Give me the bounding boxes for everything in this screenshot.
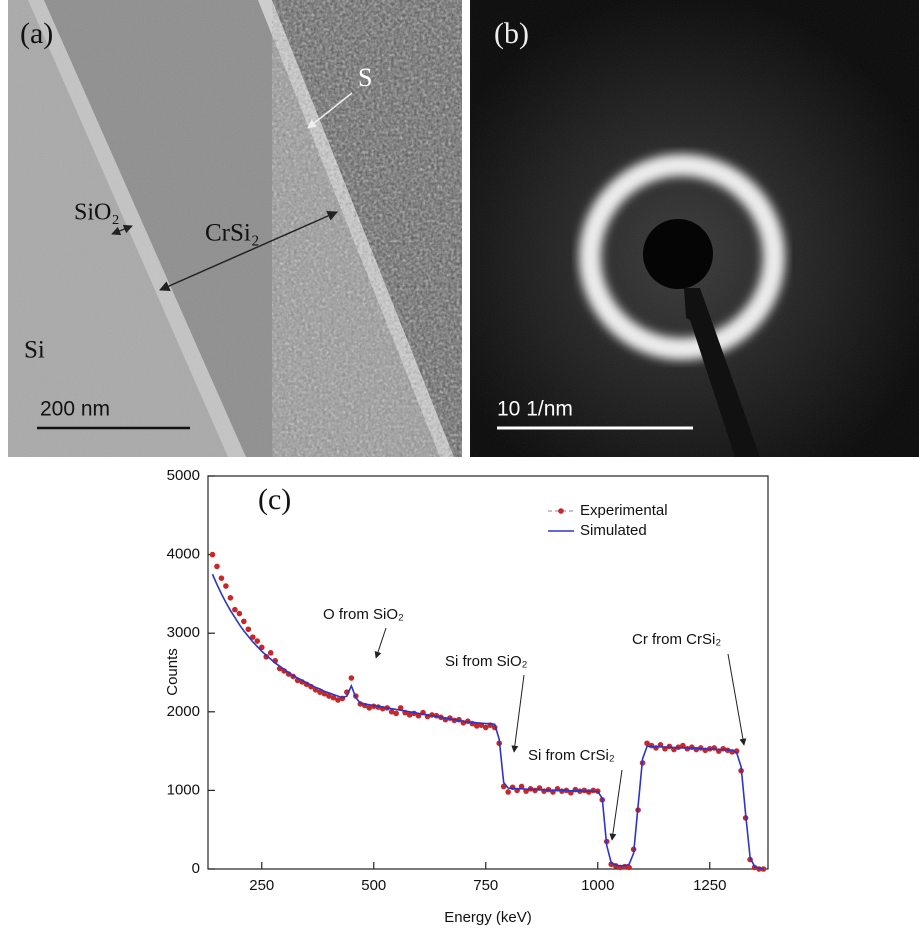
y-tick-label: 1000: [167, 781, 200, 798]
label: S: [358, 63, 372, 92]
data-point: [393, 710, 399, 717]
data-point: [680, 742, 686, 749]
data-point: [241, 618, 247, 625]
y-axis-label: Counts: [164, 648, 181, 696]
annotation: Si from SiO₂: [445, 653, 528, 670]
data-point: [330, 694, 337, 701]
arrow: [111, 224, 133, 236]
data-point: [388, 709, 395, 715]
panel-label: (c): [258, 483, 291, 516]
y-tick-label: 0: [192, 860, 200, 877]
data-point: [626, 864, 632, 871]
panel-b: (b) 10 1/nm: [470, 0, 919, 457]
label: CrSi₂: [205, 220, 260, 247]
panel-label: (b): [494, 17, 529, 50]
annotation-arrow: [374, 627, 387, 659]
y-tick-label: 4000: [167, 546, 200, 563]
data-point: [223, 583, 229, 589]
data-point: [232, 606, 238, 613]
data-point: [482, 724, 489, 731]
panel-a: (a) S SiO₂ CrSi₂ Si 200 nm: [8, 0, 462, 457]
x-axis-label: Energy (keV): [444, 909, 532, 926]
data-point: [236, 610, 243, 617]
data-point: [254, 638, 261, 644]
scale-bar-label: 200 nm: [40, 398, 110, 421]
legend-swatch: [558, 508, 564, 514]
series-line: [211, 573, 764, 870]
x-tick-label: 1000: [581, 877, 614, 894]
y-tick-label: 2000: [167, 703, 200, 720]
data-point: [245, 626, 252, 633]
data-point: [644, 740, 650, 747]
data-point: [366, 705, 373, 711]
y-tick-label: 3000: [167, 624, 200, 641]
data-point: [250, 634, 256, 640]
data-point: [505, 789, 511, 795]
annotation: Si from CrSi₂: [528, 747, 615, 764]
legend-label: Simulated: [580, 522, 647, 539]
data-point: [267, 650, 274, 656]
beam-stop-arm: [684, 288, 760, 457]
annotation: O from SiO₂: [323, 606, 404, 623]
annotation: Cr from CrSi₂: [632, 631, 721, 648]
x-tick-label: 750: [473, 877, 498, 894]
x-tick-label: 500: [361, 877, 386, 894]
legend-label: Experimental: [580, 502, 668, 519]
annotation-arrow: [511, 674, 525, 753]
data-point: [326, 693, 332, 699]
label: Si: [24, 337, 45, 364]
data-point: [218, 575, 225, 581]
label: SiO₂: [74, 200, 120, 226]
beam-stop: [643, 219, 713, 289]
data-point: [209, 551, 216, 558]
data-point: [214, 563, 220, 570]
plot-frame: [207, 475, 769, 870]
data-point: [518, 783, 525, 790]
data-point: [348, 675, 355, 681]
panel-label: (a): [20, 17, 53, 50]
scale-bar-label: 10 1/nm: [497, 398, 573, 421]
arrow: [307, 92, 353, 129]
data-point: [317, 689, 323, 695]
data-point: [335, 697, 341, 703]
data-point: [406, 712, 413, 718]
annotation-arrow: [727, 653, 747, 746]
x-tick-label: 250: [249, 877, 274, 894]
chart: (c) Energy (keV) Counts O from SiO₂ Si f…: [164, 467, 769, 926]
data-point: [227, 595, 234, 601]
annotation-arrow: [609, 769, 623, 841]
y-tick-label: 5000: [167, 467, 200, 484]
x-tick-label: 1250: [693, 877, 726, 894]
arrow: [159, 211, 338, 291]
data-point: [474, 723, 480, 729]
